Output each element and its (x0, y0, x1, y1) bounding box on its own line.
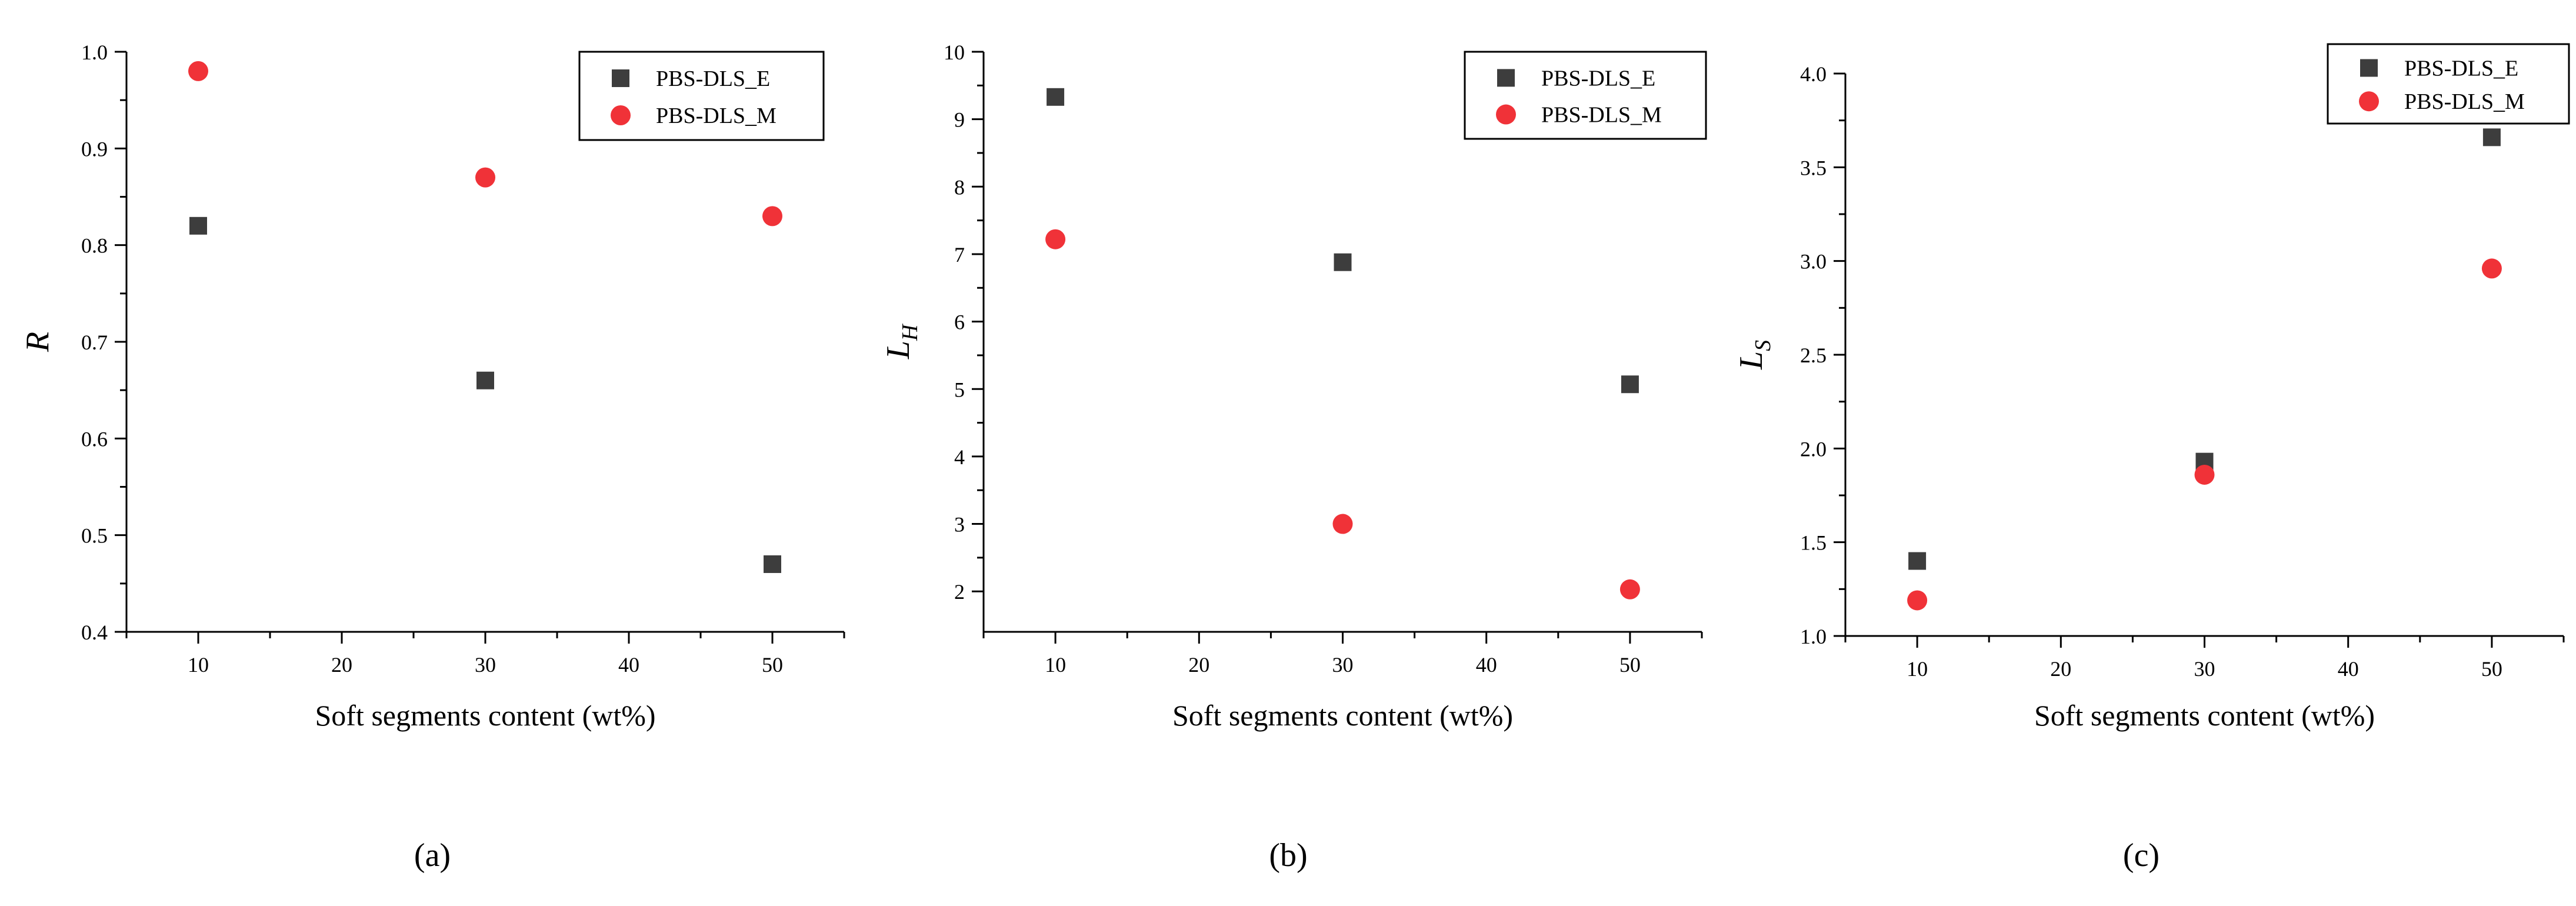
legend-marker-circle (611, 105, 631, 125)
data-point-circle (762, 206, 782, 226)
data-point-circle (2481, 258, 2502, 279)
legend-marker-square (2360, 59, 2378, 77)
data-point-square (189, 216, 207, 235)
legend-marker-square (1497, 69, 1515, 87)
y-tick-label: 4 (954, 445, 965, 469)
y-tick-label: 9 (954, 108, 965, 132)
y-axis-label-subscript: S (1751, 340, 1775, 351)
y-tick-label: 0.5 (81, 524, 108, 548)
x-tick-label: 20 (331, 653, 352, 677)
legend: PBS-DLS_E PBS-DLS_M (1464, 51, 1707, 140)
x-tick-label: 30 (475, 653, 496, 677)
legend-marker-square (612, 69, 629, 87)
x-tick-label: 40 (618, 653, 639, 677)
y-tick-label: 0.9 (81, 137, 108, 161)
data-point-square (1908, 552, 1927, 570)
x-tick-label: 40 (2338, 657, 2359, 681)
y-tick-label: 0.7 (81, 331, 108, 354)
chart-panel-3: 10 20 30 40 50 1.0 1.5 2.0 2.5 3.0 3.5 4.0 Soft segm… (1733, 43, 2570, 874)
data-point-circle (1045, 229, 1066, 249)
y-tick-label: 10 (944, 41, 965, 64)
chart-panel-1: 10 20 30 40 50 0.4 0.5 0.6 0.7 0.8 0.9 1.0 Soft segm… (19, 41, 845, 874)
y-tick-label: 4.0 (1800, 62, 1827, 86)
y-tick-label: 3 (954, 513, 965, 537)
y-tick-label: 5 (954, 378, 965, 401)
legend-label: PBS-DLS_M (1541, 103, 1662, 128)
legend-marker-circle (2359, 91, 2379, 112)
y-tick-label: 0.8 (81, 234, 108, 258)
data-point-circle (1907, 590, 1928, 611)
y-tick-label: 6 (954, 311, 965, 334)
x-tick-label: 30 (2194, 657, 2215, 681)
y-tick-label: 2 (954, 580, 965, 604)
y-tick-label: 0.4 (81, 621, 108, 644)
data-point-circle (475, 167, 495, 188)
x-tick-label: 30 (1332, 653, 1354, 677)
x-tick-label: 10 (188, 653, 209, 677)
data-point-square (1334, 253, 1352, 271)
y-axis-label: R (19, 332, 56, 352)
legend-label: PBS-DLS_M (656, 104, 777, 128)
x-axis-label: Soft segments content (wt%) (2034, 699, 2375, 732)
x-axis-label: Soft segments content (wt%) (1172, 699, 1513, 732)
x-tick-label: 50 (2481, 657, 2502, 681)
legend-label: PBS-DLS_E (1541, 66, 1655, 91)
data-point-square (1621, 375, 1639, 394)
x-axis-label: Soft segments content (wt%) (315, 699, 655, 732)
legend-label: PBS-DLS_E (656, 66, 770, 91)
y-tick-label: 2.0 (1800, 437, 1827, 461)
x-tick-label: 40 (1476, 653, 1497, 677)
data-point-square (476, 371, 494, 389)
y-tick-label: 3.5 (1800, 156, 1827, 179)
x-tick-label: 50 (762, 653, 783, 677)
x-tick-label: 20 (2050, 657, 2071, 681)
x-tick-label: 50 (1619, 653, 1641, 677)
data-point-circle (1619, 579, 1640, 599)
y-tick-label: 2.5 (1800, 344, 1827, 367)
panel-label: (b) (1269, 837, 1307, 874)
y-tick-label: 7 (954, 243, 965, 267)
y-axis-label-subscript: H (898, 323, 922, 341)
y-tick-label: 0.6 (81, 427, 108, 451)
y-tick-label: 1.0 (1800, 625, 1827, 648)
data-point-circle (2194, 464, 2215, 485)
x-tick-label: 10 (1045, 653, 1066, 677)
y-tick-label: 8 (954, 175, 965, 199)
x-tick-label: 20 (1188, 653, 1209, 677)
legend-marker-circle (1496, 104, 1516, 125)
data-point-square (1047, 88, 1065, 106)
legend-label: PBS-DLS_M (2404, 89, 2525, 114)
legend: PBS-DLS_E PBS-DLS_M (2327, 43, 2570, 125)
y-tick-label: 1.0 (81, 41, 108, 64)
data-point-circle (1332, 514, 1353, 534)
legend-label: PBS-DLS_E (2404, 56, 2518, 81)
data-point-square (764, 555, 781, 573)
y-tick-label: 3.0 (1800, 250, 1827, 274)
legend: PBS-DLS_E PBS-DLS_M (578, 51, 825, 141)
legend-box (578, 51, 825, 141)
y-tick-label: 1.5 (1800, 531, 1827, 555)
data-point-circle (188, 61, 208, 81)
chart-panel-2: 10 20 30 40 50 2 3 4 5 6 7 8 9 10 Soft segments conten… (880, 41, 1707, 874)
data-point-square (2482, 128, 2501, 146)
panel-label: (c) (2123, 837, 2160, 874)
x-tick-label: 10 (1907, 657, 1928, 681)
y-axis-label: LS (1733, 340, 1775, 370)
panel-label: (a) (414, 837, 451, 874)
y-axis-label: LH (880, 323, 922, 359)
